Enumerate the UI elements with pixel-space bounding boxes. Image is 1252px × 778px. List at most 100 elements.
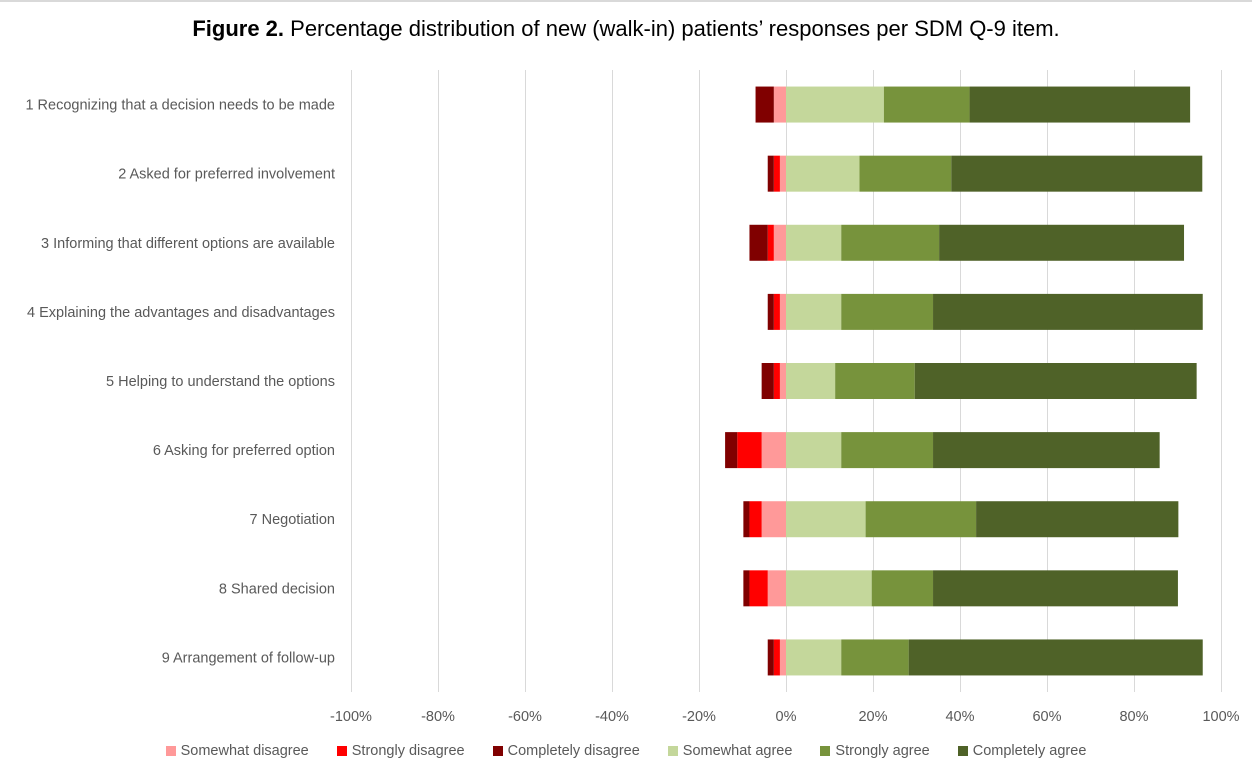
legend-label: Completely agree xyxy=(972,743,1087,759)
category-label: 9 Arrangement of follow-up xyxy=(162,650,335,666)
legend-swatch xyxy=(336,746,347,756)
bar-segment-strongly-agree xyxy=(841,224,940,261)
legend-label: Completely disagree xyxy=(507,743,640,759)
bar-segment-strongly-agree xyxy=(841,639,909,676)
bar-segment-strongly-disagree xyxy=(749,570,768,607)
x-tick-label: -80% xyxy=(421,709,455,725)
bar-segment-completely-disagree xyxy=(743,570,750,607)
legend-item: Strongly disagree xyxy=(336,743,465,759)
bar-segment-strongly-agree xyxy=(871,570,934,607)
bar-segment-completely-agree xyxy=(951,155,1203,192)
bar-segment-somewhat-agree xyxy=(786,86,884,123)
bar-segment-somewhat-agree xyxy=(786,570,872,607)
legend-item: Completely agree xyxy=(957,743,1087,759)
legend-label: Somewhat disagree xyxy=(180,743,309,759)
x-tick-label: 40% xyxy=(945,709,974,725)
legend-item: Completely disagree xyxy=(492,743,640,759)
legend-swatch xyxy=(820,746,831,756)
figure-number: Figure 2. xyxy=(192,16,285,41)
bar-segment-completely-agree xyxy=(969,86,1191,123)
top-border xyxy=(0,0,1252,2)
legend-label: Somewhat agree xyxy=(682,743,793,759)
bar-segment-strongly-disagree xyxy=(767,224,774,261)
bar-segment-somewhat-agree xyxy=(786,363,836,399)
bar-segment-completely-agree xyxy=(933,293,1203,330)
bar-segment-completely-agree xyxy=(914,363,1197,399)
bar-segment-completely-agree xyxy=(933,570,1178,607)
x-tick-label: -100% xyxy=(330,709,372,725)
bar-segment-completely-disagree xyxy=(749,224,768,261)
bar-segment-somewhat-agree xyxy=(786,639,842,676)
bar-segment-completely-agree xyxy=(933,432,1160,469)
category-label: 5 Helping to understand the options xyxy=(106,374,335,390)
category-label: 4 Explaining the advantages and disadvan… xyxy=(27,305,335,321)
title-text: Percentage distribution of new (walk-in)… xyxy=(290,16,1060,41)
bar-segment-completely-agree xyxy=(908,639,1203,676)
bar-segment-strongly-disagree xyxy=(737,432,762,469)
bar-segment-somewhat-disagree xyxy=(779,363,786,399)
x-tick-label: -40% xyxy=(595,709,629,725)
bar-segment-strongly-agree xyxy=(859,155,952,192)
legend-item: Somewhat disagree xyxy=(165,743,309,759)
bar-segment-somewhat-disagree xyxy=(773,224,786,261)
bar-segment-strongly-disagree xyxy=(773,293,780,330)
category-label: 2 Asked for preferred involvement xyxy=(118,167,335,183)
bar-segment-strongly-disagree xyxy=(773,155,780,192)
bars xyxy=(725,86,1203,676)
bar-segment-strongly-agree xyxy=(841,432,934,469)
legend-swatch xyxy=(667,746,678,756)
legend-label: Strongly agree xyxy=(835,743,930,759)
bar-segment-somewhat-disagree xyxy=(779,639,786,676)
category-label: 8 Shared decision xyxy=(219,581,335,597)
bar-segment-completely-disagree xyxy=(755,86,774,123)
category-label: 6 Asking for preferred option xyxy=(153,443,335,459)
x-tick-label: -20% xyxy=(682,709,716,725)
bar-segment-strongly-agree xyxy=(835,363,915,399)
bar-segment-somewhat-disagree xyxy=(779,155,786,192)
legend-swatch xyxy=(165,746,176,756)
category-label: 1 Recognizing that a decision needs to b… xyxy=(25,98,335,114)
bar-segment-completely-disagree xyxy=(761,363,774,399)
bar-segment-somewhat-agree xyxy=(786,293,842,330)
x-tick-label: 80% xyxy=(1119,709,1148,725)
x-tick-label: 100% xyxy=(1202,709,1239,725)
x-tick-label: -60% xyxy=(508,709,542,725)
legend-item: Somewhat agree xyxy=(667,743,793,759)
category-label: 3 Informing that different options are a… xyxy=(41,236,335,252)
bar-segment-completely-agree xyxy=(939,224,1185,261)
x-tick-labels: -100% -80% -60% -40% -20% 0% 20% 40% 60% 80% 100% xyxy=(330,709,1240,725)
bar-segment-strongly-disagree xyxy=(773,639,780,676)
bar-segment-completely-disagree xyxy=(767,155,774,192)
bar-segment-strongly-agree xyxy=(883,86,970,123)
legend-swatch xyxy=(492,746,503,756)
category-label: 7 Negotiation xyxy=(250,512,335,528)
bar-segment-strongly-agree xyxy=(865,501,977,538)
bar-segment-completely-agree xyxy=(976,501,1179,538)
bar-segment-completely-disagree xyxy=(725,432,738,469)
bar-segment-completely-disagree xyxy=(767,293,774,330)
x-tick-label: 20% xyxy=(858,709,887,725)
bar-segment-somewhat-disagree xyxy=(779,293,786,330)
x-tick-label: 0% xyxy=(776,709,797,725)
bar-segment-somewhat-disagree xyxy=(767,570,786,607)
bar-segment-strongly-agree xyxy=(841,293,934,330)
bar-segment-strongly-disagree xyxy=(749,501,762,538)
bar-segment-somewhat-agree xyxy=(786,155,860,192)
x-tick-label: 60% xyxy=(1032,709,1061,725)
chart-title: Figure 2. Percentage distribution of new… xyxy=(0,16,1252,42)
category-labels: 1 Recognizing that a decision needs to b… xyxy=(25,98,335,667)
bar-segment-somewhat-agree xyxy=(786,224,842,261)
legend-label: Strongly disagree xyxy=(351,743,465,759)
bar-segment-somewhat-disagree xyxy=(761,501,786,538)
bar-segment-completely-disagree xyxy=(743,501,750,538)
bar-segment-somewhat-disagree xyxy=(761,432,786,469)
bar-segment-strongly-disagree xyxy=(773,363,780,399)
bar-segment-completely-disagree xyxy=(767,639,774,676)
legend-swatch xyxy=(957,746,968,756)
legend: Somewhat disagree Strongly disagree Comple… xyxy=(0,743,1252,759)
legend-item: Strongly agree xyxy=(820,743,930,759)
bar-segment-somewhat-agree xyxy=(786,432,842,469)
bar-segment-somewhat-disagree xyxy=(773,86,786,123)
bar-segment-somewhat-agree xyxy=(786,501,866,538)
